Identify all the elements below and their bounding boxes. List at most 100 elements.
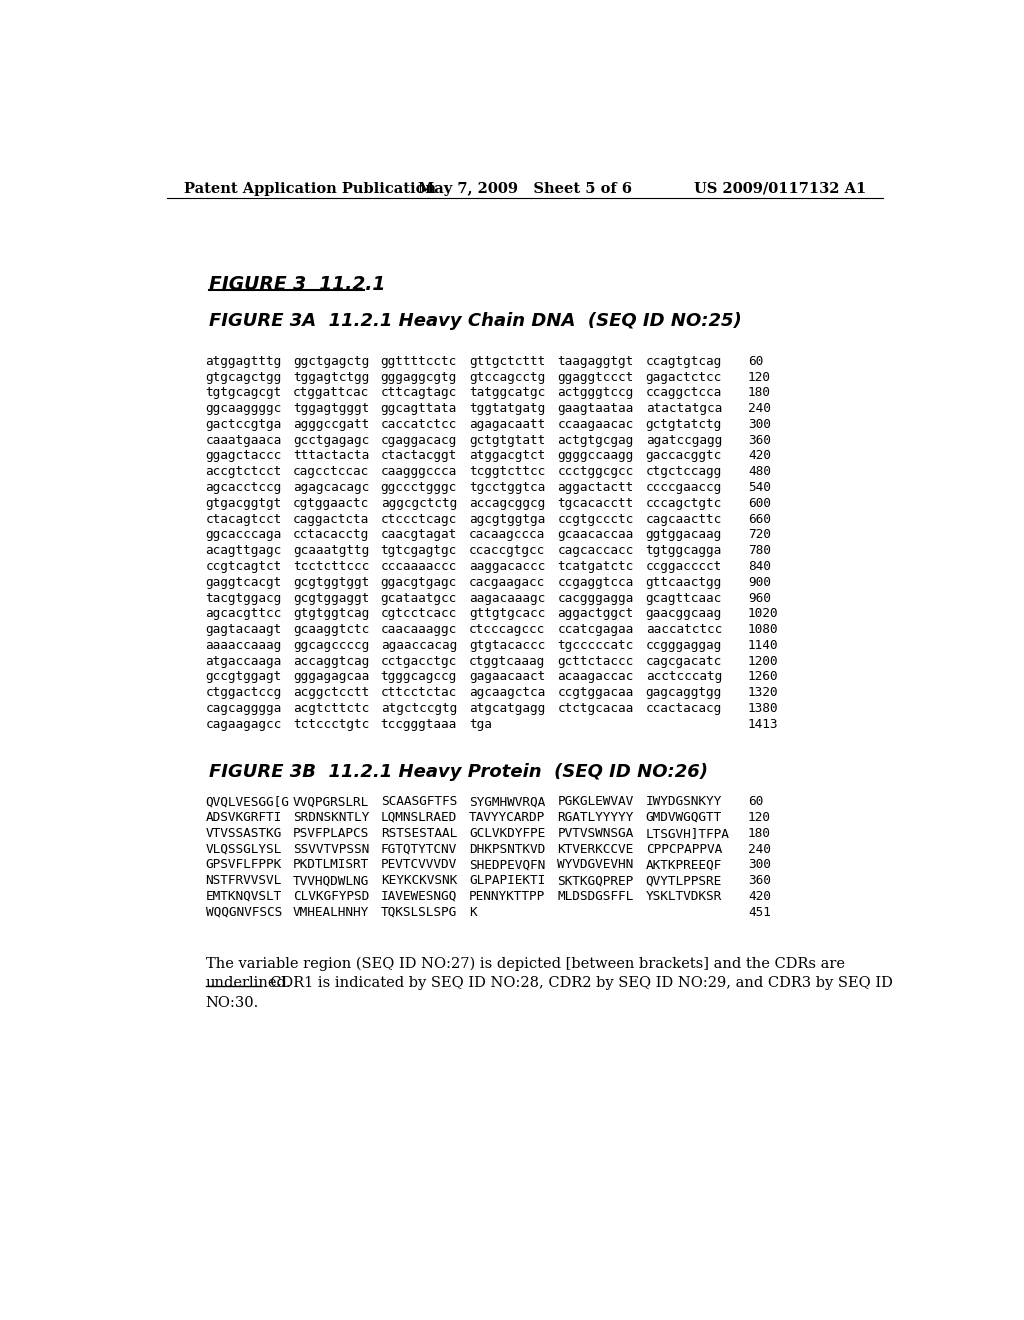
Text: acctcccatg: acctcccatg bbox=[646, 671, 722, 684]
Text: accgtctcct: accgtctcct bbox=[206, 465, 282, 478]
Text: ggacgtgagc: ggacgtgagc bbox=[381, 576, 457, 589]
Text: ggaggtccct: ggaggtccct bbox=[557, 371, 634, 384]
Text: ccagtgtcag: ccagtgtcag bbox=[646, 355, 722, 368]
Text: tatggcatgc: tatggcatgc bbox=[469, 387, 545, 400]
Text: SRDNSKNTLY: SRDNSKNTLY bbox=[293, 810, 370, 824]
Text: TVVHQDWLNG: TVVHQDWLNG bbox=[293, 874, 370, 887]
Text: cagcctccac: cagcctccac bbox=[293, 465, 370, 478]
Text: acgtcttctc: acgtcttctc bbox=[293, 702, 370, 715]
Text: 900: 900 bbox=[748, 576, 771, 589]
Text: agaaccacag: agaaccacag bbox=[381, 639, 457, 652]
Text: tgtcgagtgc: tgtcgagtgc bbox=[381, 544, 457, 557]
Text: FIGURE 3B  11.2.1 Heavy Protein  (SEQ ID NO:26): FIGURE 3B 11.2.1 Heavy Protein (SEQ ID N… bbox=[209, 763, 709, 781]
Text: QVYTLPPSRE: QVYTLPPSRE bbox=[646, 874, 722, 887]
Text: 1320: 1320 bbox=[748, 686, 778, 700]
Text: TAVYYCARDP: TAVYYCARDP bbox=[469, 810, 545, 824]
Text: ggcaaggggc: ggcaaggggc bbox=[206, 403, 282, 414]
Text: gggagagcaa: gggagagcaa bbox=[293, 671, 370, 684]
Text: NO:30.: NO:30. bbox=[206, 997, 259, 1010]
Text: 720: 720 bbox=[748, 528, 771, 541]
Text: GLPAPIEKTI: GLPAPIEKTI bbox=[469, 874, 545, 887]
Text: caacgtagat: caacgtagat bbox=[381, 528, 457, 541]
Text: caagggccca: caagggccca bbox=[381, 465, 457, 478]
Text: tacgtggacg: tacgtggacg bbox=[206, 591, 282, 605]
Text: FIGURE 3A  11.2.1 Heavy Chain DNA  (SEQ ID NO:25): FIGURE 3A 11.2.1 Heavy Chain DNA (SEQ ID… bbox=[209, 313, 742, 330]
Text: ctccctcagc: ctccctcagc bbox=[381, 512, 457, 525]
Text: gcagttcaac: gcagttcaac bbox=[646, 591, 722, 605]
Text: ccgaggtcca: ccgaggtcca bbox=[557, 576, 634, 589]
Text: ggcagttata: ggcagttata bbox=[381, 403, 457, 414]
Text: Patent Application Publication: Patent Application Publication bbox=[183, 182, 436, 195]
Text: ggttttcctc: ggttttcctc bbox=[381, 355, 457, 368]
Text: gactccgtga: gactccgtga bbox=[206, 418, 282, 430]
Text: ctgctccagg: ctgctccagg bbox=[646, 465, 722, 478]
Text: aaggacaccc: aaggacaccc bbox=[469, 560, 545, 573]
Text: CLVKGFYPSD: CLVKGFYPSD bbox=[293, 890, 370, 903]
Text: gttcaactgg: gttcaactgg bbox=[646, 576, 722, 589]
Text: US 2009/0117132 A1: US 2009/0117132 A1 bbox=[693, 182, 866, 195]
Text: gaacggcaag: gaacggcaag bbox=[646, 607, 722, 620]
Text: gcgtggaggt: gcgtggaggt bbox=[293, 591, 370, 605]
Text: acggctcctt: acggctcctt bbox=[293, 686, 370, 700]
Text: ggccctgggc: ggccctgggc bbox=[381, 480, 457, 494]
Text: gagtacaagt: gagtacaagt bbox=[206, 623, 282, 636]
Text: caacaaaggc: caacaaaggc bbox=[381, 623, 457, 636]
Text: tctccctgtc: tctccctgtc bbox=[293, 718, 370, 731]
Text: cagcaacttc: cagcaacttc bbox=[646, 512, 722, 525]
Text: caccatctcc: caccatctcc bbox=[381, 418, 457, 430]
Text: taagaggtgt: taagaggtgt bbox=[557, 355, 634, 368]
Text: cagaagagcc: cagaagagcc bbox=[206, 718, 282, 731]
Text: tgtgcagcgt: tgtgcagcgt bbox=[206, 387, 282, 400]
Text: gcaaatgttg: gcaaatgttg bbox=[293, 544, 370, 557]
Text: 1140: 1140 bbox=[748, 639, 778, 652]
Text: gaggtcacgt: gaggtcacgt bbox=[206, 576, 282, 589]
Text: 360: 360 bbox=[748, 874, 771, 887]
Text: ggagctaccc: ggagctaccc bbox=[206, 449, 282, 462]
Text: 240: 240 bbox=[748, 842, 771, 855]
Text: gtccagcctg: gtccagcctg bbox=[469, 371, 545, 384]
Text: FIGURE 3  11.2.1: FIGURE 3 11.2.1 bbox=[209, 276, 386, 294]
Text: actgggtccg: actgggtccg bbox=[557, 387, 634, 400]
Text: EMTKNQVSLT: EMTKNQVSLT bbox=[206, 890, 282, 903]
Text: VTVSSASTKG: VTVSSASTKG bbox=[206, 826, 282, 840]
Text: cgtcctcacc: cgtcctcacc bbox=[381, 607, 457, 620]
Text: SSVVTVPSSN: SSVVTVPSSN bbox=[293, 842, 370, 855]
Text: PGKGLEWVAV: PGKGLEWVAV bbox=[557, 795, 634, 808]
Text: ccgtggacaa: ccgtggacaa bbox=[557, 686, 634, 700]
Text: 240: 240 bbox=[748, 403, 771, 414]
Text: May 7, 2009   Sheet 5 of 6: May 7, 2009 Sheet 5 of 6 bbox=[418, 182, 632, 195]
Text: PKDTLMISRT: PKDTLMISRT bbox=[293, 858, 370, 871]
Text: ctggattcac: ctggattcac bbox=[293, 387, 370, 400]
Text: ctggtcaaag: ctggtcaaag bbox=[469, 655, 545, 668]
Text: gccgtggagt: gccgtggagt bbox=[206, 671, 282, 684]
Text: cttcagtagc: cttcagtagc bbox=[381, 387, 457, 400]
Text: ccgtgccctc: ccgtgccctc bbox=[557, 512, 634, 525]
Text: ccgtcagtct: ccgtcagtct bbox=[206, 560, 282, 573]
Text: 1200: 1200 bbox=[748, 655, 778, 668]
Text: gttgtgcacc: gttgtgcacc bbox=[469, 607, 545, 620]
Text: 180: 180 bbox=[748, 826, 771, 840]
Text: cagcagggga: cagcagggga bbox=[206, 702, 282, 715]
Text: YSKLTVDKSR: YSKLTVDKSR bbox=[646, 890, 722, 903]
Text: 1020: 1020 bbox=[748, 607, 778, 620]
Text: atgctccgtg: atgctccgtg bbox=[381, 702, 457, 715]
Text: ggcacccaga: ggcacccaga bbox=[206, 528, 282, 541]
Text: agcgtggtga: agcgtggtga bbox=[469, 512, 545, 525]
Text: 480: 480 bbox=[748, 465, 771, 478]
Text: aggcgctctg: aggcgctctg bbox=[381, 496, 457, 510]
Text: acagttgagc: acagttgagc bbox=[206, 544, 282, 557]
Text: gtgtacaccc: gtgtacaccc bbox=[469, 639, 545, 652]
Text: gaccacggtc: gaccacggtc bbox=[646, 449, 722, 462]
Text: acaagaccac: acaagaccac bbox=[557, 671, 634, 684]
Text: PSVFPLAPCS: PSVFPLAPCS bbox=[293, 826, 370, 840]
Text: cagcaccacc: cagcaccacc bbox=[557, 544, 634, 557]
Text: PVTVSWNSGA: PVTVSWNSGA bbox=[557, 826, 634, 840]
Text: The variable region (SEQ ID NO:27) is depicted [between brackets] and the CDRs a: The variable region (SEQ ID NO:27) is de… bbox=[206, 956, 845, 970]
Text: agcaagctca: agcaagctca bbox=[469, 686, 545, 700]
Text: 120: 120 bbox=[748, 371, 771, 384]
Text: PEVTCVVVDV: PEVTCVVVDV bbox=[381, 858, 457, 871]
Text: 600: 600 bbox=[748, 496, 771, 510]
Text: tggagtctgg: tggagtctgg bbox=[293, 371, 370, 384]
Text: SHEDPEVQFN: SHEDPEVQFN bbox=[469, 858, 545, 871]
Text: cctacacctg: cctacacctg bbox=[293, 528, 370, 541]
